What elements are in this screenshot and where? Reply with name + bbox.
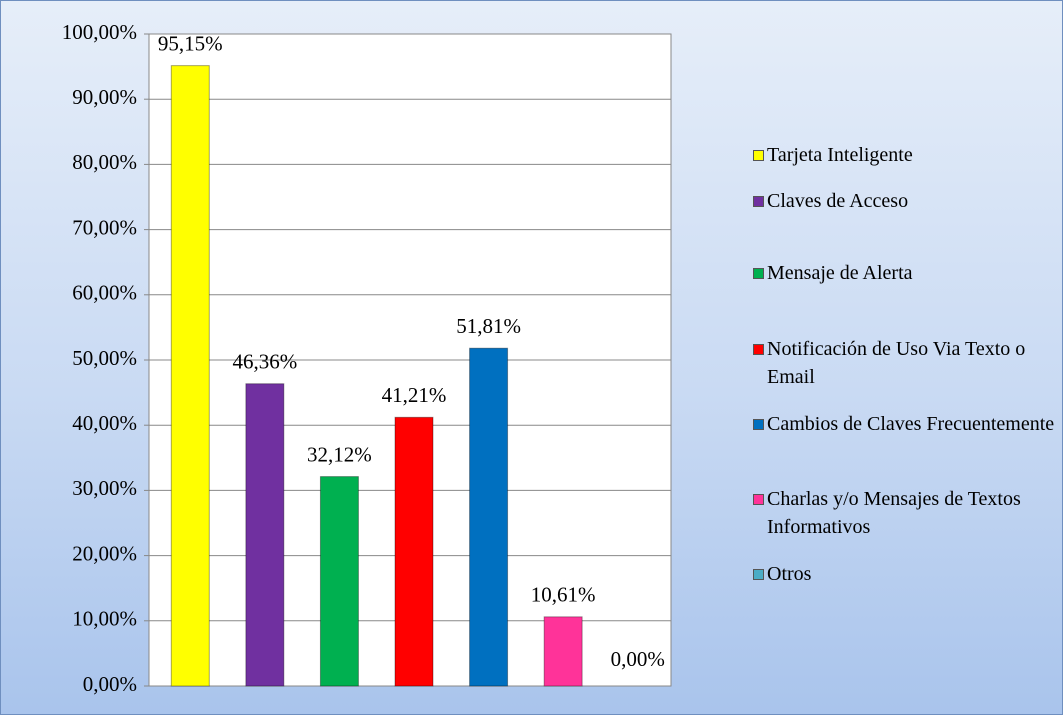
legend-item: Cambios de Claves Frecuentemente — [753, 410, 1057, 438]
legend-label: Tarjeta Inteligente — [767, 144, 913, 166]
legend-swatch — [753, 196, 764, 207]
y-tick-label: 60,00% — [72, 281, 137, 305]
value-label: 0,00% — [611, 647, 665, 671]
y-tick-label: 70,00% — [72, 215, 137, 239]
y-tick-label: 40,00% — [72, 411, 137, 435]
y-tick-label: 0,00% — [83, 672, 137, 696]
y-tick-label: 100,00% — [62, 20, 137, 44]
legend-label: Mensaje de Alerta — [767, 262, 913, 284]
value-label: 41,21% — [382, 383, 447, 407]
legend-swatch — [753, 569, 764, 580]
bar — [543, 616, 583, 687]
legend-item: Mensaje de Alerta — [753, 259, 1057, 287]
bar — [319, 476, 359, 687]
value-label: 95,15% — [158, 31, 223, 55]
legend-item: Tarjeta Inteligente — [753, 141, 1057, 169]
legend-item: Notificación de Uso Via Texto o Email — [753, 335, 1057, 391]
legend-label: Claves de Acceso — [767, 190, 909, 212]
y-tick-label: 30,00% — [72, 476, 137, 500]
legend-swatch — [753, 344, 764, 355]
legend-label: Cambios de Claves Frecuentemente — [767, 413, 1055, 435]
legend-swatch — [753, 494, 764, 505]
y-tick-label: 10,00% — [72, 607, 137, 631]
value-label: 46,36% — [232, 350, 297, 374]
value-label: 51,81% — [456, 314, 521, 338]
bar — [245, 383, 285, 687]
value-label: 10,61% — [531, 583, 596, 607]
value-label: 32,12% — [307, 442, 372, 466]
legend-swatch — [753, 419, 764, 430]
bar — [469, 347, 509, 687]
legend-item: Otros — [753, 560, 1057, 588]
legend-label: Otros — [767, 563, 812, 585]
y-tick-label: 50,00% — [72, 346, 137, 370]
legend-swatch — [753, 150, 764, 161]
legend-swatch — [753, 268, 764, 279]
y-tick-label: 90,00% — [72, 85, 137, 109]
bar — [170, 65, 210, 687]
legend-label: Charlas y/o Mensajes de Textos Informati… — [767, 488, 1021, 538]
legend-item: Charlas y/o Mensajes de Textos Informati… — [753, 485, 1057, 541]
legend-label: Notificación de Uso Via Texto o Email — [767, 338, 1026, 388]
bar — [394, 416, 434, 687]
legend-item: Claves de Acceso — [753, 187, 1057, 215]
y-tick-label: 20,00% — [72, 541, 137, 565]
y-tick-label: 80,00% — [72, 150, 137, 174]
